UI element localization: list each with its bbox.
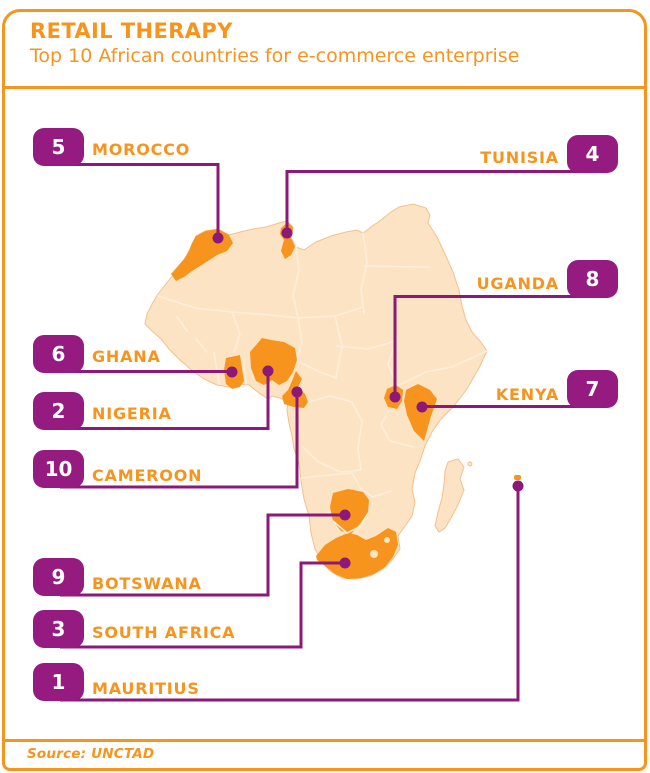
connector-botswana bbox=[60, 513, 345, 597]
rank-badge-tunisia: 4 bbox=[567, 135, 618, 173]
rank-badge-nigeria: 2 bbox=[33, 392, 84, 430]
location-markers bbox=[212, 227, 524, 569]
label-tunisia: TUNISIA bbox=[480, 148, 559, 167]
rank-number: 1 bbox=[51, 670, 66, 694]
connector-mauritius bbox=[60, 486, 520, 702]
rank-badge-morocco: 5 bbox=[33, 128, 84, 166]
page-title: RETAIL THERAPY bbox=[30, 19, 233, 43]
marker-kenya bbox=[416, 401, 428, 413]
country-nigeria bbox=[250, 338, 297, 385]
country-kenya bbox=[404, 384, 437, 441]
marker-uganda bbox=[389, 391, 401, 403]
country-mauritius bbox=[514, 475, 521, 480]
country-south-africa bbox=[316, 528, 398, 579]
connector-south-africa bbox=[60, 561, 345, 649]
connector-uganda bbox=[393, 295, 590, 397]
marker-nigeria bbox=[262, 365, 274, 377]
label-nigeria: NIGERIA bbox=[92, 404, 172, 423]
rank-number: 4 bbox=[585, 142, 600, 166]
label-uganda: UGANDA bbox=[476, 274, 559, 293]
label-kenya: KENYA bbox=[495, 385, 559, 404]
label-botswana: BOTSWANA bbox=[92, 574, 202, 593]
rank-badge-ghana: 6 bbox=[33, 335, 84, 373]
source-credit: Source: UNCTAD bbox=[27, 746, 155, 762]
rank-number: 5 bbox=[51, 135, 66, 159]
botswana-southafrica-border bbox=[332, 520, 362, 534]
header-divider bbox=[2, 86, 647, 89]
comoros-island bbox=[467, 461, 473, 467]
marker-botswana bbox=[339, 509, 351, 521]
connector-cameroon bbox=[60, 392, 299, 489]
footer-divider bbox=[2, 739, 647, 742]
rank-badge-botswana: 9 bbox=[33, 558, 84, 596]
rank-number: 9 bbox=[51, 565, 66, 589]
eswatini-enclave bbox=[384, 537, 390, 543]
rank-number: 10 bbox=[44, 457, 73, 481]
rank-number: 6 bbox=[51, 342, 66, 366]
lesotho-enclave bbox=[370, 550, 378, 558]
rank-number: 8 bbox=[585, 267, 600, 291]
connector-morocco bbox=[60, 163, 220, 238]
marker-mauritius bbox=[512, 480, 524, 492]
rank-badge-south-africa: 3 bbox=[33, 610, 84, 648]
rank-badge-cameroon: 10 bbox=[33, 450, 84, 488]
page-subtitle: Top 10 African countries for e-commerce … bbox=[30, 45, 520, 67]
rank-badge-uganda: 8 bbox=[567, 260, 618, 298]
marker-morocco bbox=[212, 232, 224, 244]
rank-number: 7 bbox=[585, 377, 600, 401]
outer-frame bbox=[2, 9, 647, 771]
rank-number: 2 bbox=[51, 399, 66, 423]
marker-south-africa bbox=[339, 557, 351, 569]
label-morocco: MOROCCO bbox=[92, 140, 191, 159]
label-ghana: GHANA bbox=[92, 347, 161, 366]
rank-badge-mauritius: 1 bbox=[33, 663, 84, 701]
country-botswana bbox=[330, 489, 369, 534]
label-cameroon: CAMEROON bbox=[92, 466, 203, 485]
marker-ghana bbox=[226, 366, 238, 378]
connector-nigeria bbox=[60, 371, 270, 430]
rank-badge-kenya: 7 bbox=[567, 370, 618, 408]
marker-cameroon bbox=[291, 386, 303, 398]
label-south-africa: SOUTH AFRICA bbox=[92, 623, 236, 642]
rank-number: 3 bbox=[51, 617, 66, 641]
marker-tunisia bbox=[281, 227, 293, 239]
label-mauritius: MAURITIUS bbox=[92, 679, 200, 698]
madagascar-island bbox=[434, 458, 465, 533]
connector-tunisia bbox=[285, 170, 590, 233]
connectors bbox=[60, 163, 590, 702]
